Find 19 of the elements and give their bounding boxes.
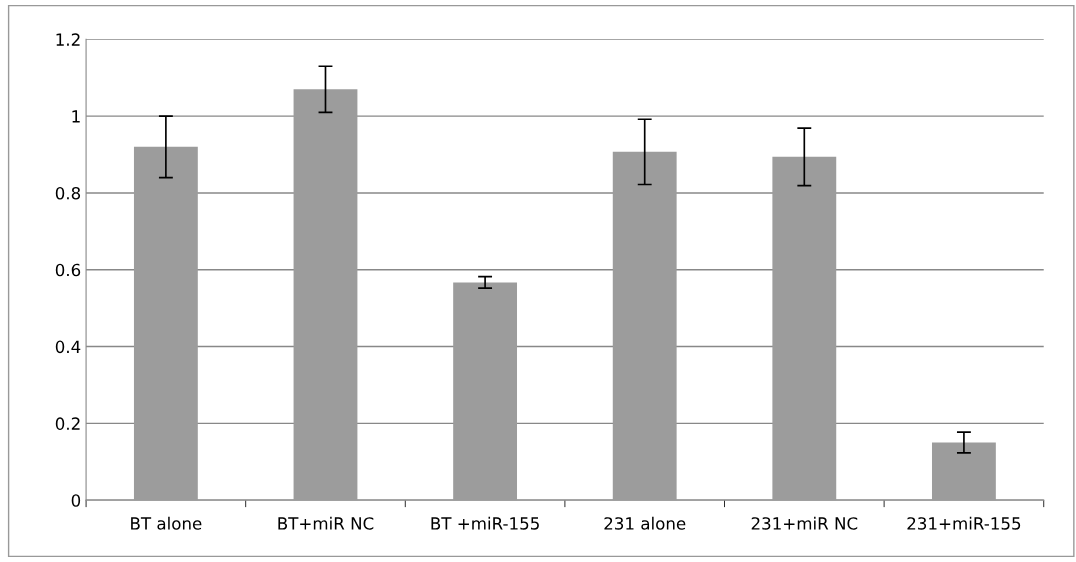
y-tick-label: 0.6 [55, 263, 81, 277]
y-tick-label: 1 [72, 110, 80, 123]
x-tick-label: BT +miR-155 [431, 516, 539, 530]
bar [453, 282, 518, 501]
y-tick-label: 0.8 [55, 186, 81, 200]
bar [133, 146, 198, 501]
x-tick-label: BT alone [131, 516, 202, 530]
x-tick-label: 231 alone [604, 516, 686, 530]
y-tick-label: 1.2 [56, 33, 80, 46]
bar [772, 156, 837, 501]
bar [612, 151, 677, 501]
y-tick-label: 0.4 [55, 340, 81, 354]
y-tick-label: 0 [71, 494, 81, 507]
x-tick-label: 231+miR NC [751, 516, 858, 530]
bar [932, 442, 996, 501]
x-tick-label: BT+miR NC [278, 516, 374, 530]
x-tick-label: 231+miR-155 [907, 516, 1021, 530]
y-tick-label: 0.2 [55, 417, 80, 430]
bar [293, 89, 358, 501]
